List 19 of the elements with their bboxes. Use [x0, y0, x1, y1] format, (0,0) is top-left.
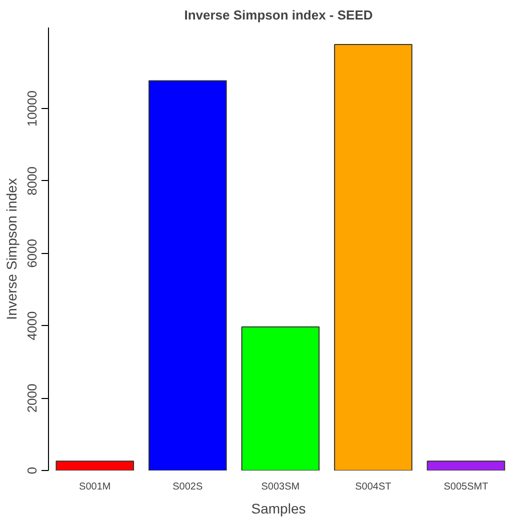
x-tick-label: S004ST: [355, 482, 392, 492]
bar: [334, 44, 412, 470]
x-tick-label: S005SMT: [444, 482, 488, 492]
y-tick-label: 8000: [24, 166, 40, 196]
y-axis-title: Inverse Simpson index: [4, 178, 20, 320]
y-tick-label: 4000: [24, 311, 40, 340]
y-tick-label: 2000: [24, 384, 40, 413]
bar: [426, 460, 506, 470]
x-tick-label: S003SM: [261, 482, 300, 492]
bar: [148, 80, 227, 470]
y-tick-label: 10000: [24, 90, 40, 127]
x-axis-title: Samples: [251, 500, 306, 516]
y-tick-label: 6000: [24, 238, 40, 268]
bar: [56, 460, 134, 470]
chart-title: Inverse Simpson index - SEED: [184, 8, 373, 22]
x-tick-label: S001M: [79, 482, 111, 492]
bar: [241, 326, 320, 470]
x-tick-label: S002S: [172, 482, 203, 492]
y-tick-label: 0: [24, 466, 40, 474]
